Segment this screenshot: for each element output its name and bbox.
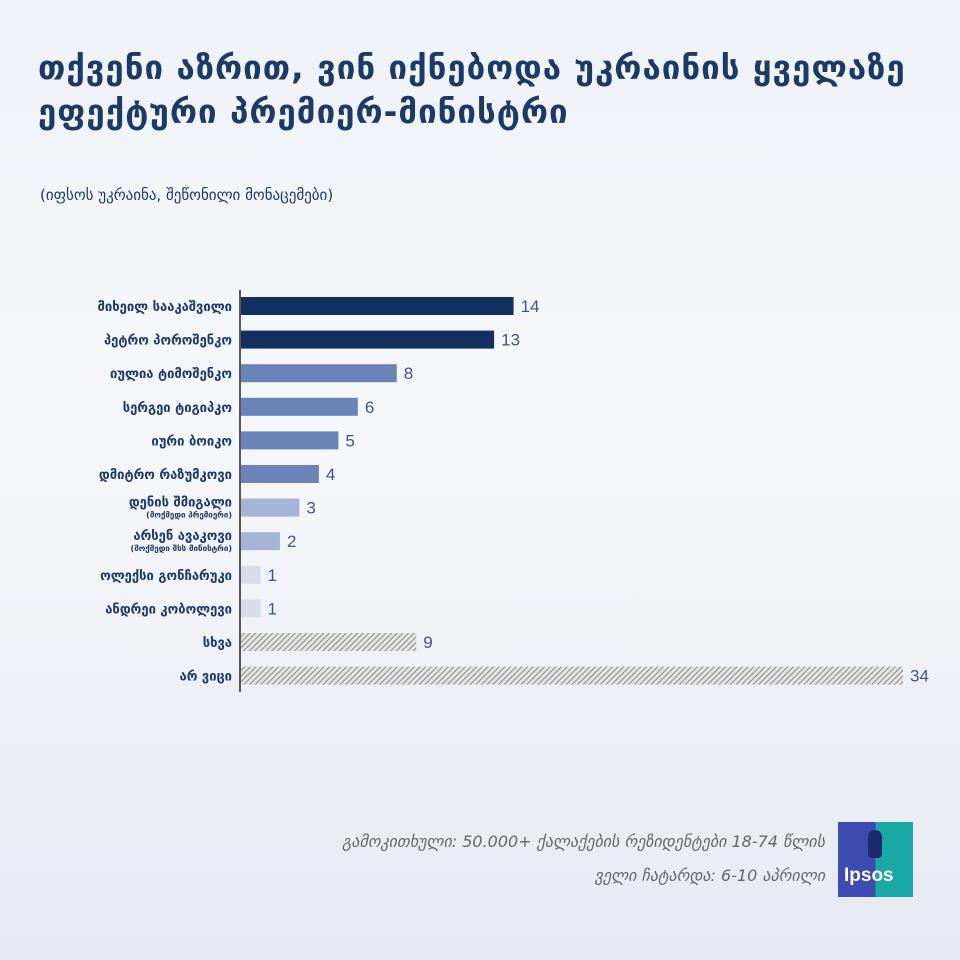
category-label: მიხეილ სააკაშვილი bbox=[98, 300, 232, 315]
bar bbox=[241, 297, 514, 315]
chart-subtitle: (იფსოს უკრაინა, შეწონილი მონაცემები) bbox=[40, 186, 334, 204]
bar bbox=[241, 397, 358, 416]
data-label: 2 bbox=[287, 532, 296, 551]
data-label: 6 bbox=[365, 398, 374, 417]
category-label: იულია ტიმოშენკო bbox=[110, 367, 232, 382]
category-label: იური ბოიკო bbox=[151, 434, 232, 449]
bar bbox=[241, 330, 495, 349]
data-label: 1 bbox=[267, 566, 276, 585]
data-label: 5 bbox=[345, 431, 354, 450]
category-label: დენის შმიგალი bbox=[129, 496, 232, 511]
footer-sample: გამოკითხული: 50.000+ ქალაქების რეზიდენტე… bbox=[342, 832, 825, 851]
footer-fieldwork: ველი ჩატარდა: 6-10 აპრილი bbox=[594, 866, 825, 885]
category-label: ოლექსი გონჩარუკი bbox=[100, 569, 232, 584]
category-label: პეტრო პოროშენკო bbox=[104, 334, 232, 349]
data-label: 3 bbox=[306, 499, 315, 518]
data-label: 1 bbox=[267, 599, 276, 618]
category-sublabel: (მოქმედი შსს მინისტრი) bbox=[131, 543, 232, 553]
bar bbox=[241, 465, 319, 483]
category-sublabel: (მოქმედი პრემიერი) bbox=[146, 510, 232, 520]
data-label: 34 bbox=[910, 667, 929, 686]
bar bbox=[241, 633, 417, 651]
data-label: 4 bbox=[326, 465, 335, 484]
bar bbox=[241, 599, 261, 618]
bar bbox=[241, 431, 339, 450]
category-label: სერგეი ტიგიპკო bbox=[123, 401, 232, 416]
category-label: არსენ ავაკოვი bbox=[133, 529, 232, 544]
category-label: სხვა bbox=[203, 636, 232, 651]
data-label: 9 bbox=[423, 633, 432, 652]
data-label: 14 bbox=[521, 297, 540, 316]
bar bbox=[241, 565, 261, 584]
category-label: ანდრეი კობოლევი bbox=[105, 602, 232, 617]
bar bbox=[241, 666, 903, 685]
bar bbox=[241, 532, 280, 551]
bar bbox=[241, 498, 300, 517]
data-label: 8 bbox=[404, 364, 413, 383]
category-label: დმიტრო რაზუმკოვი bbox=[99, 468, 232, 483]
chart-title: თქვენი აზრით, ვინ იქნებოდა უკრაინის ყველ… bbox=[38, 48, 906, 131]
category-label: არ ვიცი bbox=[180, 670, 233, 685]
bar bbox=[241, 364, 397, 383]
data-label: 13 bbox=[501, 331, 520, 350]
ipsos-logo: Ipsos bbox=[838, 822, 913, 897]
